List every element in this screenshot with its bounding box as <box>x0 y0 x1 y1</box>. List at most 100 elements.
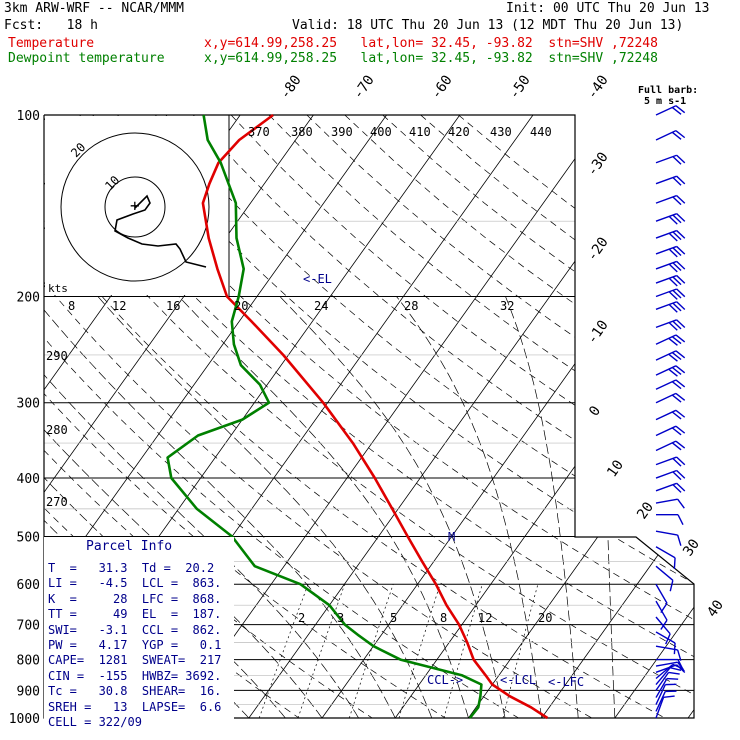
pressure-tick-label: 200 <box>17 291 40 306</box>
isotherm <box>44 115 314 718</box>
dry-adiabat <box>0 115 6 718</box>
barb-flag <box>672 276 682 286</box>
barb-flag <box>673 642 676 655</box>
barb-flag <box>676 470 686 479</box>
barb-flag <box>672 231 682 241</box>
wind-barb <box>655 664 686 674</box>
barb-shaft <box>655 530 678 536</box>
wind-barb <box>655 645 682 661</box>
temperature-tick-label: 30 <box>680 536 703 559</box>
theta-label: 420 <box>448 125 470 139</box>
hodograph-speed-tick: 28 <box>404 299 418 313</box>
barb-flag <box>676 275 686 284</box>
barb-flag <box>671 394 682 403</box>
theta-label: 280 <box>46 423 68 437</box>
hodograph-speed-tick: 8 <box>68 299 75 313</box>
barb-flag <box>668 277 678 287</box>
mixing-ratio-line <box>348 584 394 718</box>
wind-barb <box>655 334 686 346</box>
wind-barb <box>655 229 686 242</box>
dry-adiabat <box>306 115 694 718</box>
barb-flag <box>668 248 678 258</box>
barb-flag <box>676 230 686 239</box>
barb-flag <box>676 301 686 310</box>
wind-barb <box>655 350 686 362</box>
pressure-tick-label: 600 <box>17 578 40 593</box>
barb-flag <box>672 214 682 224</box>
isotherm <box>248 115 680 718</box>
barb-flag <box>668 291 678 300</box>
wind-barb <box>655 105 686 116</box>
forecast-hour: Fcst: 18 h <box>4 18 98 33</box>
barb-shaft <box>655 684 666 705</box>
hodograph-units: kts <box>48 282 68 295</box>
barb-flag <box>677 514 684 525</box>
parcel-info-row: K = 28 LFC = 868. <box>48 591 222 606</box>
mixing-ratio-label: 12 <box>478 611 492 625</box>
pressure-tick-label: 900 <box>17 684 40 699</box>
barb-flag <box>676 245 686 255</box>
barb-shaft <box>655 498 678 504</box>
theta-label: 370 <box>248 125 270 139</box>
barb-flag <box>668 304 678 313</box>
barb-flag <box>671 351 682 361</box>
barb-flag <box>675 409 686 418</box>
barb-shaft <box>655 661 678 667</box>
barb-flag <box>660 619 668 630</box>
theta-label: 270 <box>46 495 68 509</box>
barb-flag <box>672 484 682 493</box>
barb-flag <box>669 580 674 592</box>
barb-flag <box>676 534 682 546</box>
dry-adiabat <box>268 115 694 718</box>
wind-barb <box>656 513 684 525</box>
isotherm <box>394 115 694 718</box>
temperature-tick-label: 20 <box>634 499 657 522</box>
barb-flag <box>671 442 682 451</box>
pressure-tick-label: 400 <box>17 472 40 487</box>
m-annotation: M <box>448 530 455 544</box>
wind-barb <box>655 392 686 404</box>
wind-barb <box>655 301 686 313</box>
barb-flag <box>672 289 682 299</box>
temperature-location: x,y=614.99,258.25 lat,lon= 32.45, -93.82… <box>204 36 658 51</box>
barb-flag <box>671 336 682 345</box>
barb-flag <box>660 602 668 613</box>
hodograph-ring-10 <box>104 176 166 238</box>
barb-flag <box>668 322 678 331</box>
wind-barb <box>655 482 686 493</box>
hodograph-speed-tick: 32 <box>500 299 514 313</box>
parcel-info-row: SWI= -3.1 CCL = 862. <box>48 622 222 637</box>
barb-flag <box>672 247 682 256</box>
wind-barb <box>655 365 686 377</box>
barb-flag <box>671 427 682 436</box>
barb-flag <box>671 411 682 420</box>
wind-barb <box>655 260 686 273</box>
moist-adiabat <box>279 296 506 718</box>
isotherm <box>541 115 694 718</box>
wind-barb <box>655 274 686 287</box>
barb-flag <box>675 425 686 434</box>
barb-flag <box>676 664 686 674</box>
barb-flag <box>672 302 682 312</box>
barb-flag <box>675 105 686 114</box>
lcl-annotation: <-LCL <box>500 673 536 687</box>
wind-barb <box>655 288 686 300</box>
barb-flag <box>675 440 686 449</box>
wind-barb <box>655 565 674 592</box>
wind-barb <box>655 175 686 186</box>
temperature-tick-label: -10 <box>584 317 612 347</box>
barb-flag <box>676 260 686 270</box>
barb-shaft <box>655 631 676 644</box>
hodograph-trace <box>114 194 207 268</box>
barb-flag <box>668 368 678 377</box>
barb-flag <box>672 196 682 206</box>
pressure-tick-label: 500 <box>17 530 40 545</box>
temperature-tick-label: -30 <box>584 149 612 179</box>
dewpoint-location: x,y=614.99,258.25 lat,lon= 32.45, -93.82… <box>204 51 658 66</box>
temperature-tick-label: -50 <box>506 72 534 102</box>
barb-flag <box>676 213 686 222</box>
barb-flag <box>675 379 686 388</box>
mixing-ratio-line <box>297 584 346 718</box>
theta-label: 290 <box>46 349 68 363</box>
temperature-tick-label: -70 <box>350 72 378 102</box>
